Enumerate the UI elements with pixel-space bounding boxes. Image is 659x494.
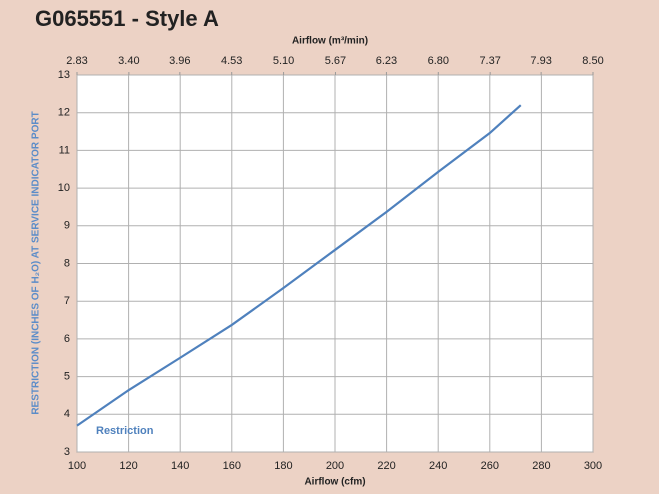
legend-label: Restriction (96, 425, 154, 437)
x2-tick-label: 5.67 (325, 55, 346, 67)
x-tick-label: 160 (223, 460, 241, 472)
x2-tick-label: 3.40 (118, 55, 139, 67)
x2-tick-label: 3.96 (169, 55, 190, 67)
x2-tick-label: 2.83 (66, 55, 87, 67)
x-tick-label: 140 (171, 460, 189, 472)
y-tick-label: 8 (64, 257, 70, 269)
y-tick-label: 9 (64, 220, 70, 232)
y-axis-label: RESTRICTION (INCHES OF H₂O) AT SERVICE I… (31, 111, 42, 414)
x-tick-label: 180 (274, 460, 292, 472)
data-line (76, 104, 522, 427)
x-axis-label: Airflow (cfm) (304, 477, 365, 488)
y-tick-label: 3 (64, 446, 70, 458)
chart-title: G065551 - Style A (35, 6, 219, 31)
x2-axis-label: Airflow (m³/min) (292, 36, 368, 47)
y-tick-label: 12 (58, 107, 70, 119)
y-tick-label: 4 (64, 408, 70, 420)
x2-tick-label: 6.23 (376, 55, 397, 67)
x-tick-label: 260 (481, 460, 499, 472)
x2-tick-label: 6.80 (428, 55, 449, 67)
x2-tick-label: 4.53 (221, 55, 242, 67)
y-tick-label: 7 (64, 295, 70, 307)
x-tick-label: 200 (326, 460, 344, 472)
y-tick-label: 13 (58, 69, 70, 81)
y-tick-label: 10 (58, 182, 70, 194)
x-tick-label: 280 (532, 460, 550, 472)
x2-tick-label: 5.10 (273, 55, 294, 67)
x2-tick-label: 8.50 (582, 55, 603, 67)
x2-tick-label: 7.37 (479, 55, 500, 67)
x-tick-label: 220 (377, 460, 395, 472)
y-tick-label: 11 (59, 144, 70, 156)
y-tick-label: 5 (64, 371, 70, 383)
x-tick-label: 120 (119, 460, 137, 472)
x2-tick-label: 7.93 (530, 55, 551, 67)
x-tick-label: 240 (429, 460, 447, 472)
x-tick-label: 300 (584, 460, 602, 472)
x-tick-label: 100 (68, 460, 86, 472)
y-tick-label: 6 (64, 333, 70, 345)
